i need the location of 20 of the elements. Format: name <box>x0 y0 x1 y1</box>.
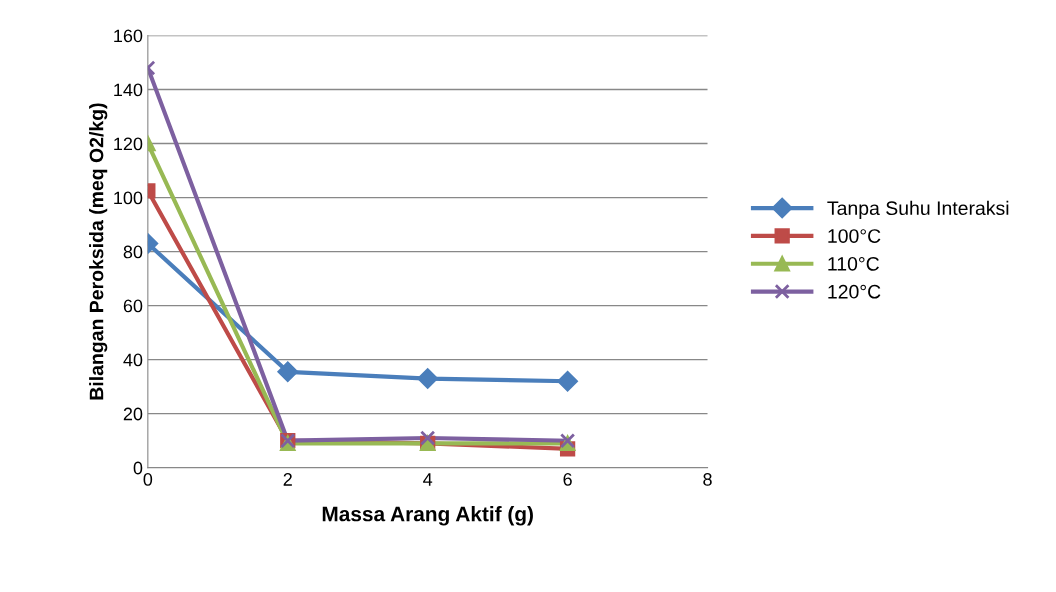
x-tick-label: 2 <box>283 473 292 486</box>
y-tick-label: 140 <box>114 83 143 97</box>
x-tick-label: 6 <box>563 473 572 486</box>
x-tick-label: 0 <box>143 473 153 486</box>
y-tick-label: 60 <box>123 299 143 313</box>
y-tick-label: 80 <box>123 245 143 259</box>
y-axis-title: Bilangan Peroksida (meq O2/kg) <box>89 103 108 400</box>
y-tick-label: 160 <box>114 29 143 43</box>
y-tick-label: 20 <box>123 407 143 421</box>
y-tick-label: 0 <box>133 461 143 475</box>
x-tick-label: 8 <box>703 473 712 486</box>
legend-label: Tanpa Suhu Interaksi <box>827 200 1009 219</box>
y-tick-label: 120 <box>114 137 143 151</box>
x-axis-title: Massa Arang Aktif (g) <box>322 506 533 526</box>
legend-label: 100°C <box>828 229 881 243</box>
x-tick-label: 4 <box>423 473 433 486</box>
y-tick-label: 40 <box>123 353 143 367</box>
legend-label: 110°C <box>828 256 879 271</box>
y-tick-label: 100 <box>114 191 143 205</box>
legend-label: 120°C <box>828 284 881 299</box>
